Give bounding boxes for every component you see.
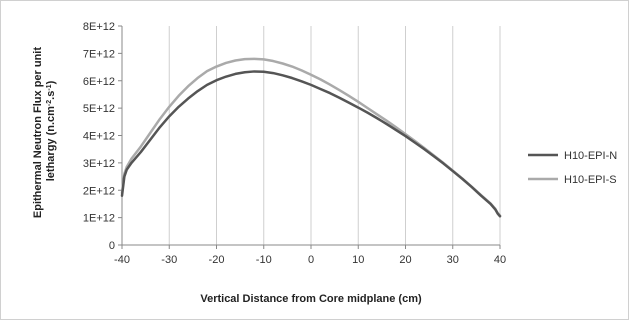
x-tick-label: -30 (161, 254, 177, 266)
y-tick-label: 3E+12 (83, 158, 115, 170)
x-tick-label: 0 (308, 254, 314, 266)
y-tick-label: 4E+12 (83, 131, 115, 143)
legend-label-h10-epi-n: H10-EPI-N (564, 150, 617, 162)
y-tick-label: 0 (109, 240, 115, 252)
grid-layer (168, 26, 501, 245)
y-tick-label: 8E+12 (83, 21, 115, 33)
y-axis-title-line2-suffix: ) (45, 80, 57, 84)
x-tick-label: 20 (399, 254, 411, 266)
x-tick-label: -20 (209, 254, 225, 266)
y-axis-title-line1: Epithermal Neutron Flux per unit (32, 47, 44, 218)
y-tick-label: 7E+12 (83, 48, 115, 60)
y-tick-label: 1E+12 (83, 213, 115, 225)
axis-layer (118, 25, 501, 249)
series-line-h10-epi-n (120, 70, 502, 218)
series-layer (120, 57, 502, 218)
y-tick-label: 6E+12 (83, 76, 115, 88)
x-tick-label: 30 (447, 254, 459, 266)
y-axis-title-sup2: -1 (46, 84, 53, 90)
y-axis-title-line2: lethargy (n.cm-2.s-1) (45, 80, 57, 181)
x-tick-label: -10 (256, 254, 272, 266)
y-tick-label: 2E+12 (83, 185, 115, 197)
legend: H10-EPI-N H10-EPI-S (528, 150, 617, 186)
legend-label-h10-epi-s: H10-EPI-S (564, 174, 617, 186)
x-axis-title: Vertical Distance from Core midplane (cm… (200, 293, 422, 305)
y-axis-title-line2-prefix: lethargy (n.cm (45, 106, 57, 181)
x-tick-label: 40 (494, 254, 506, 266)
tick-label-layer: 0 1E+12 2E+12 3E+12 4E+12 5E+12 6E+12 7E+12 8E+1… (83, 21, 506, 266)
x-tick-label: 10 (352, 254, 364, 266)
y-axis-title-line2-mid: .s (45, 91, 57, 100)
y-axis-title: Epithermal Neutron Flux per unit letharg… (32, 44, 57, 218)
x-tick-label: -40 (114, 254, 130, 266)
y-tick-label: 5E+12 (83, 103, 115, 115)
y-axis-title-sup1: -2 (46, 100, 53, 106)
